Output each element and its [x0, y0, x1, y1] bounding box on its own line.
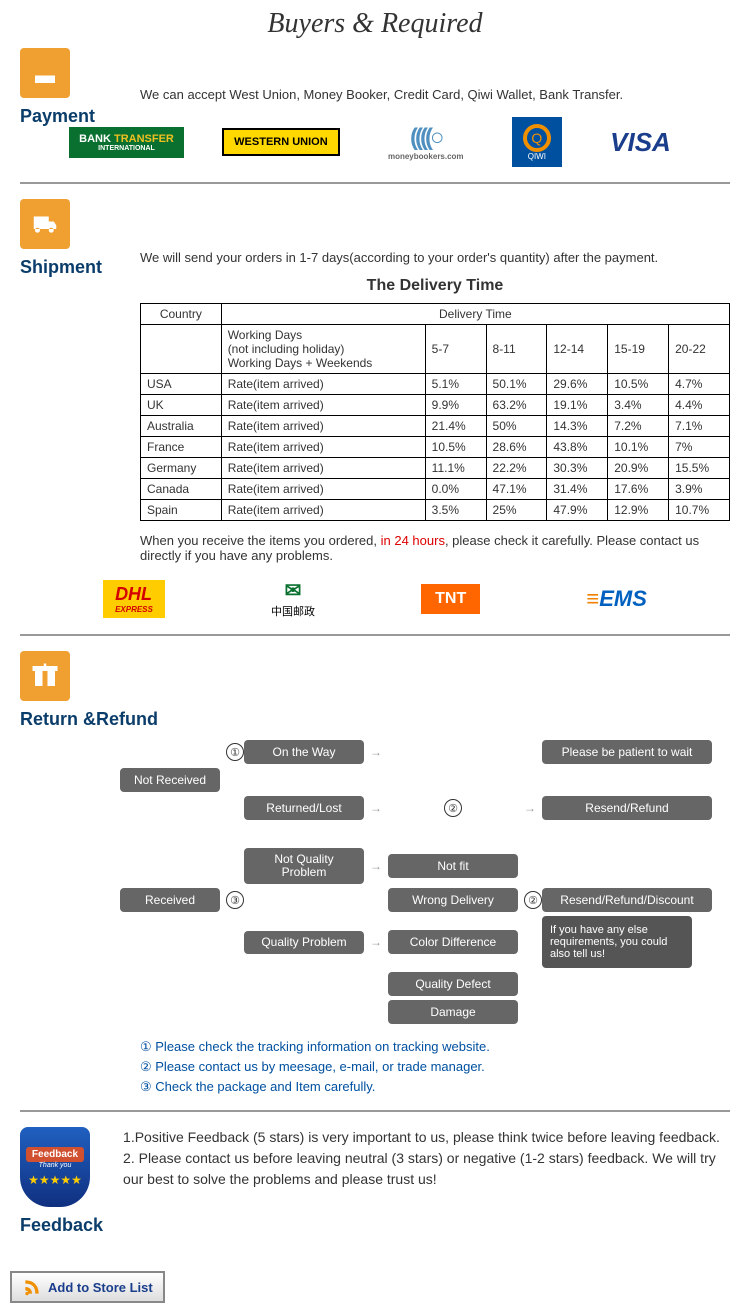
logo-tnt: TNT — [421, 584, 480, 614]
delivery-table-title: The Delivery Time — [140, 277, 730, 295]
shipment-section: Shipment We will send your orders in 1-7… — [20, 199, 730, 619]
return-flowchart: ①On the Way→Please be patient to wait No… — [120, 740, 730, 1024]
table-row: USARate(item arrived)5.1%50.1%29.6%10.5%… — [141, 374, 730, 395]
return-legend: ① Please check the tracking information … — [140, 1039, 730, 1095]
logo-visa: VISA — [600, 121, 681, 164]
return-icon — [20, 651, 70, 701]
payment-icon — [20, 48, 70, 98]
logo-qiwi: QQIWI — [512, 117, 562, 167]
return-label: Return &Refund — [20, 709, 158, 730]
feedback-text: 1.Positive Feedback (5 stars) is very im… — [123, 1127, 730, 1190]
payment-label: Payment — [20, 106, 95, 127]
delivery-table: CountryDelivery Time Working Days(not in… — [140, 303, 730, 521]
logo-ems: ≡EMS — [586, 586, 647, 612]
table-row: CanadaRate(item arrived)0.0%47.1%31.4%17… — [141, 479, 730, 500]
feedback-badge-icon: Feedback Thank you ★★★★★ — [20, 1127, 90, 1207]
payment-logos: BANK TRANSFERINTERNATIONAL WESTERN UNION… — [20, 117, 730, 167]
shipment-intro: We will send your orders in 1-7 days(acc… — [140, 250, 730, 265]
logo-moneybookers: ((((○moneybookers.com — [378, 118, 474, 167]
return-section: Return &Refund ①On the Way→Please be pat… — [20, 651, 730, 1095]
table-row: UKRate(item arrived)9.9%63.2%19.1%3.4%4.… — [141, 395, 730, 416]
shipment-label: Shipment — [20, 257, 102, 278]
add-to-store-label: Add to Store List — [48, 1280, 153, 1295]
carrier-logos: DHLEXPRESS ✉中国邮政 TNT ≡EMS — [20, 578, 730, 619]
payment-text: We can accept West Union, Money Booker, … — [140, 87, 730, 102]
shipment-note: When you receive the items you ordered, … — [140, 533, 730, 563]
divider — [20, 182, 730, 184]
logo-bank-transfer: BANK TRANSFERINTERNATIONAL — [69, 127, 184, 158]
feedback-section: Feedback Thank you ★★★★★ Feedback 1.Posi… — [20, 1127, 730, 1236]
rss-icon — [22, 1277, 42, 1297]
logo-china-post: ✉中国邮政 — [271, 578, 315, 619]
table-row: SpainRate(item arrived)3.5%25%47.9%12.9%… — [141, 500, 730, 521]
shipment-icon — [20, 199, 70, 249]
logo-western-union: WESTERN UNION — [222, 128, 340, 156]
page-title: Buyers & Required — [20, 0, 730, 48]
divider — [20, 634, 730, 636]
logo-dhl: DHLEXPRESS — [103, 580, 165, 618]
table-row: GermanyRate(item arrived)11.1%22.2%30.3%… — [141, 458, 730, 479]
table-row: FranceRate(item arrived)10.5%28.6%43.8%1… — [141, 437, 730, 458]
table-row: AustraliaRate(item arrived)21.4%50%14.3%… — [141, 416, 730, 437]
feedback-label: Feedback — [20, 1215, 103, 1236]
add-to-store-button[interactable]: Add to Store List — [10, 1271, 165, 1303]
divider — [20, 1110, 730, 1112]
payment-section: Payment We can accept West Union, Money … — [20, 48, 730, 167]
